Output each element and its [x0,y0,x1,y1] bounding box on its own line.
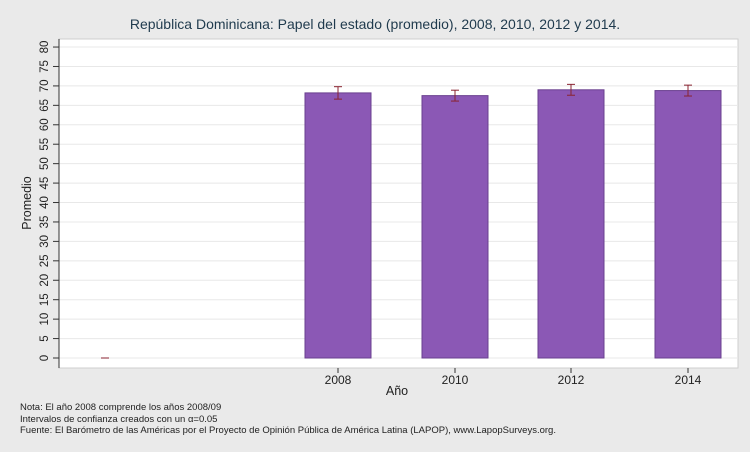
plot-area [58,38,739,369]
bar-2012 [537,89,605,359]
y-axis-ticks: 0 5 10 15 20 25 30 35 40 45 50 55 60 65 70 75 80 [39,39,60,368]
y-tick-label-55: 55 [39,138,51,151]
y-tick-label-45: 45 [39,177,51,190]
error-bars [101,83,692,359]
bar-2008 [304,92,372,359]
x-axis-ticks: 2008 2010 2012 2014 [325,368,702,387]
y-tick-label-80: 80 [39,41,51,54]
x-tick-label-2010: 2010 [442,373,469,387]
note-source: Fuente: El Barómetro de las Américas por… [20,425,556,436]
y-tick-label-25: 25 [39,254,51,267]
y-tick-label-70: 70 [39,80,51,93]
chart-title: República Dominicana: Papel del estado (… [129,16,621,32]
y-tick-label-0: 0 [39,355,51,361]
y-tick-label-50: 50 [39,157,51,170]
note-year: Nota: El año 2008 comprende los años 200… [20,402,222,413]
x-tick-label-2014: 2014 [675,373,702,387]
y-tick-label-30: 30 [39,235,51,248]
bar-2014 [654,90,722,359]
grid-lines [59,46,738,359]
bars [304,89,722,359]
chart-notes: Nota: El año 2008 comprende los años 200… [20,402,556,437]
y-tick-label-65: 65 [39,99,51,112]
bar-2010 [421,95,489,359]
x-tick-label-2008: 2008 [325,373,352,387]
y-tick-label-60: 60 [39,118,51,131]
note-confidence: Intervalos de confianza creados con un α… [20,413,218,425]
y-tick-label-20: 20 [39,274,51,287]
y-tick-label-40: 40 [39,196,51,209]
y-tick-label-35: 35 [39,216,51,229]
x-axis-label: Año [386,384,408,398]
y-tick-label-75: 75 [39,60,51,73]
y-tick-label-15: 15 [39,293,51,306]
y-axis-label: Promedio [20,176,34,230]
y-tick-label-10: 10 [39,313,51,326]
x-tick-label-2012: 2012 [558,373,585,387]
y-tick-label-5: 5 [39,335,51,341]
